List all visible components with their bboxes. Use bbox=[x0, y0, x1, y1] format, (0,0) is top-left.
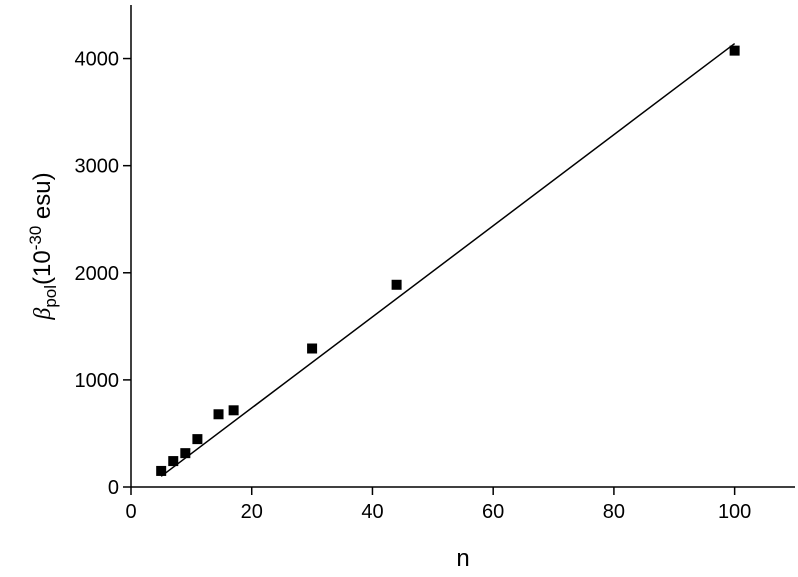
point bbox=[729, 45, 740, 56]
x-tick-label: 0 bbox=[125, 501, 136, 523]
y-label-sup: -30 bbox=[26, 226, 45, 251]
fit-line bbox=[160, 42, 736, 477]
point bbox=[213, 409, 224, 420]
point bbox=[168, 456, 179, 467]
y-tick-label: 2000 bbox=[75, 263, 120, 285]
point bbox=[156, 465, 167, 476]
x-tick-label: 40 bbox=[361, 501, 383, 523]
y-label-symbol: β bbox=[30, 308, 56, 321]
y-tick-label: 0 bbox=[108, 477, 119, 499]
y-label-sub: pol bbox=[41, 285, 60, 308]
y-axis-label: βpol(10-30 esu) bbox=[26, 172, 60, 320]
y-label-unit: esu) bbox=[29, 172, 56, 225]
x-tick-label: 100 bbox=[718, 501, 751, 523]
x-tick-label: 20 bbox=[241, 501, 263, 523]
y-tick-label: 3000 bbox=[75, 156, 120, 178]
y-tick-label: 1000 bbox=[75, 370, 120, 392]
point bbox=[180, 448, 191, 459]
point bbox=[228, 405, 239, 416]
x-tick-label: 80 bbox=[603, 501, 625, 523]
y-tick-label: 4000 bbox=[75, 49, 120, 71]
point bbox=[391, 279, 402, 290]
x-axis-label: n bbox=[456, 545, 469, 572]
point bbox=[192, 434, 203, 445]
point bbox=[307, 343, 318, 354]
y-label-base: (10 bbox=[29, 250, 56, 285]
x-tick-label: 60 bbox=[482, 501, 504, 523]
